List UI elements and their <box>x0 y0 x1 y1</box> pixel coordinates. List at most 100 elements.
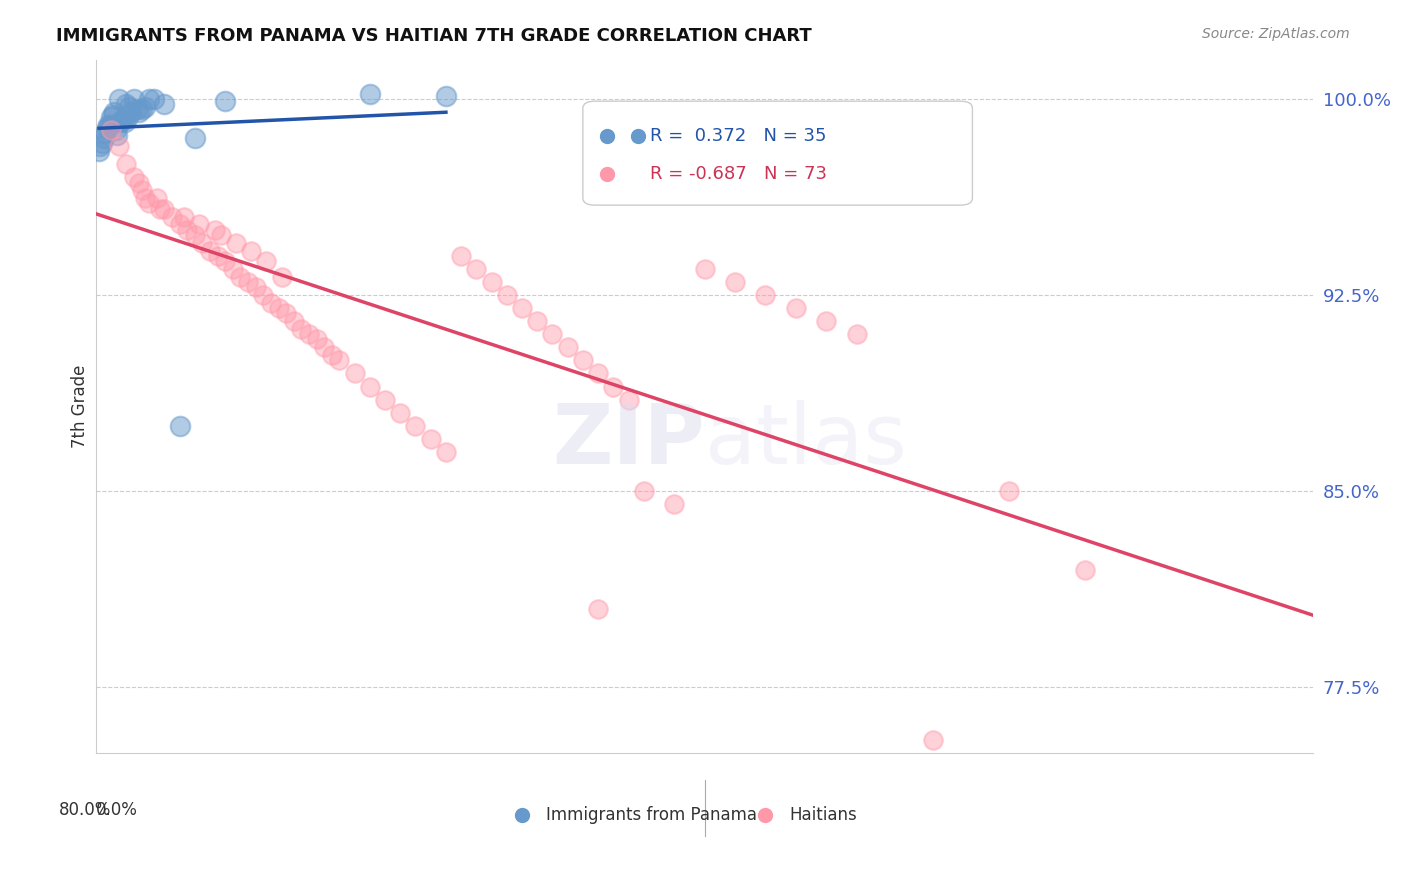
Point <box>131 103 153 117</box>
Point <box>254 254 277 268</box>
Point <box>89 139 111 153</box>
Point <box>1074 563 1097 577</box>
Text: IMMIGRANTS FROM PANAMA VS HAITIAN 7TH GRADE CORRELATION CHART: IMMIGRANTS FROM PANAMA VS HAITIAN 7TH GR… <box>56 27 813 45</box>
Point <box>184 131 207 145</box>
Point <box>290 322 312 336</box>
Point <box>225 235 247 250</box>
Point <box>115 97 138 112</box>
Point <box>298 327 321 342</box>
Point <box>245 280 267 294</box>
Text: Haitians: Haitians <box>790 806 858 824</box>
FancyBboxPatch shape <box>583 101 973 205</box>
Point <box>434 89 457 103</box>
Point <box>94 126 117 140</box>
Point <box>693 261 716 276</box>
Point <box>149 202 172 216</box>
Point <box>131 183 153 197</box>
Point <box>112 112 135 127</box>
Point <box>98 118 121 132</box>
Point <box>267 301 290 315</box>
Point <box>122 92 145 106</box>
Point <box>184 227 207 242</box>
Point <box>617 392 640 407</box>
Point <box>114 115 136 129</box>
Point <box>107 139 129 153</box>
Text: atlas: atlas <box>704 401 907 482</box>
Point <box>134 100 156 114</box>
Point <box>191 235 214 250</box>
Point <box>374 392 396 407</box>
Point <box>557 340 579 354</box>
Point <box>169 218 191 232</box>
Point <box>510 301 533 315</box>
Point <box>91 136 114 151</box>
Point <box>481 275 503 289</box>
Point <box>146 191 169 205</box>
Text: Source: ZipAtlas.com: Source: ZipAtlas.com <box>1202 27 1350 41</box>
Point <box>586 602 609 616</box>
Point <box>176 222 198 236</box>
Point <box>204 222 226 236</box>
Point <box>541 327 564 342</box>
Point <box>434 445 457 459</box>
Point <box>252 288 274 302</box>
Point <box>921 732 943 747</box>
Point <box>111 112 134 127</box>
Point <box>125 103 148 117</box>
Point <box>101 107 124 121</box>
Point <box>96 120 118 135</box>
Point <box>103 104 125 119</box>
Point <box>138 92 160 106</box>
Point <box>100 123 122 137</box>
Point <box>359 87 381 101</box>
Point <box>134 191 156 205</box>
Y-axis label: 7th Grade: 7th Grade <box>70 365 89 448</box>
Point <box>359 379 381 393</box>
Point <box>724 275 747 289</box>
Point <box>240 244 263 258</box>
Point <box>104 123 127 137</box>
Point <box>153 202 176 216</box>
Point <box>105 128 128 143</box>
Point <box>198 244 221 258</box>
Point <box>222 261 245 276</box>
Point <box>572 353 595 368</box>
Point <box>465 261 488 276</box>
Point <box>93 131 115 145</box>
Point <box>122 170 145 185</box>
Point <box>260 295 283 310</box>
Text: Immigrants from Panama: Immigrants from Panama <box>547 806 758 824</box>
Point <box>214 254 236 268</box>
Point <box>97 118 120 132</box>
Text: 0.0%: 0.0% <box>96 801 138 819</box>
Point <box>118 100 141 114</box>
Point <box>115 157 138 171</box>
Point <box>321 348 343 362</box>
Text: 80.0%: 80.0% <box>59 801 111 819</box>
Point <box>142 92 165 106</box>
Point <box>160 210 183 224</box>
Point <box>138 196 160 211</box>
Point <box>173 210 195 224</box>
Point <box>405 418 427 433</box>
Point <box>120 104 142 119</box>
Point <box>270 269 292 284</box>
Point <box>229 269 252 284</box>
Point <box>586 367 609 381</box>
Point <box>188 218 211 232</box>
Point <box>100 110 122 124</box>
Point <box>128 176 150 190</box>
Point <box>419 432 441 446</box>
Point <box>526 314 548 328</box>
Text: ZIP: ZIP <box>553 401 704 482</box>
Point <box>305 333 328 347</box>
Point <box>107 92 129 106</box>
Point <box>495 288 517 302</box>
Point <box>283 314 305 328</box>
Point <box>785 301 807 315</box>
Point <box>662 497 685 511</box>
Text: R =  0.372   N = 35: R = 0.372 N = 35 <box>650 127 827 145</box>
Point <box>276 306 298 320</box>
Point <box>450 249 472 263</box>
Point <box>328 353 350 368</box>
